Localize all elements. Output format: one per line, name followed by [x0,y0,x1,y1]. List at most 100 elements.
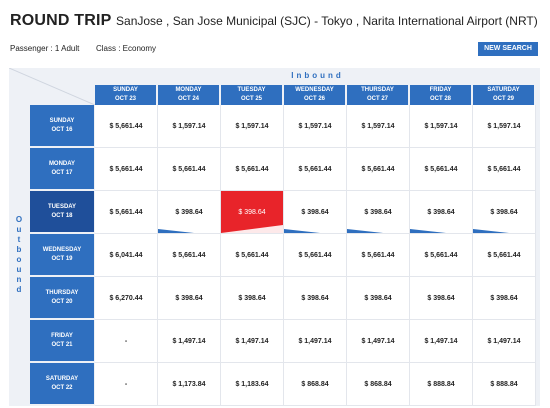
fare-price: $ 888.84 [427,380,455,388]
row-day: TUESDAY [47,203,77,210]
new-search-button[interactable]: NEW SEARCH [478,42,538,56]
outbound-date-header[interactable]: WEDNESDAY OCT 19 [30,234,94,276]
header-day: FRIDAY [429,87,452,93]
fare-cell[interactable]: $ 1,597.14 [347,105,410,148]
outbound-date-header[interactable]: FRIDAY OCT 21 [30,320,94,362]
fare-price: $ 1,183.64 [235,380,269,388]
fare-cell[interactable]: - [95,363,158,406]
fare-cell[interactable]: $ 398.64 [410,277,473,320]
fare-cell[interactable]: $ 5,661.44 [284,234,347,277]
fare-price: $ 5,661.44 [487,165,521,173]
page-title: ROUND TRIP SanJose , San Jose Municipal … [10,12,538,30]
fare-cell[interactable]: $ 5,661.44 [284,148,347,191]
fare-cell[interactable]: $ 5,661.44 [221,148,284,191]
inbound-date-header[interactable]: MONDAY OCT 24 [158,85,220,105]
fare-cell[interactable]: $ 398.64 [221,277,284,320]
fare-cell[interactable]: $ 5,661.44 [410,148,473,191]
fare-cell[interactable]: $ 5,661.44 [221,234,284,277]
fare-cell[interactable]: $ 398.64 [473,191,536,234]
fare-cell[interactable]: $ 888.84 [410,363,473,406]
fare-cell[interactable]: $ 398.64 [158,277,221,320]
fare-cell[interactable]: - [95,320,158,363]
fare-price: $ 5,661.44 [235,251,269,259]
fare-marker [410,229,446,233]
fare-cell[interactable]: $ 5,661.44 [473,234,536,277]
fare-cell[interactable]: $ 1,497.14 [410,320,473,363]
inbound-label: Inbound [291,71,344,80]
fare-price: $ 868.84 [364,380,392,388]
fare-price: $ 5,661.44 [424,251,458,259]
fare-price: $ 398.64 [301,294,329,302]
header-date: OCT 29 [492,96,514,102]
inbound-date-header[interactable]: TUESDAY OCT 25 [221,85,283,105]
fare-cell[interactable]: $ 5,661.44 [95,191,158,234]
header-date: OCT 24 [177,96,199,102]
fare-price: $ 5,661.44 [235,165,269,173]
fare-cell[interactable]: $ 1,497.14 [158,320,221,363]
outbound-date-header[interactable]: THURSDAY OCT 20 [30,277,94,319]
fare-cell[interactable]: $ 868.84 [347,363,410,406]
fare-price: $ 1,497.14 [487,337,521,345]
row-date: OCT 16 [51,126,73,133]
fare-cell[interactable]: $ 398.64 [347,191,410,234]
fare-cell[interactable]: $ 5,661.44 [95,148,158,191]
row-date: OCT 18 [51,212,73,219]
outbound-letter: o [16,255,22,264]
fare-cell[interactable]: $ 398.64 [473,277,536,320]
inbound-date-header[interactable]: SUNDAY OCT 23 [95,85,157,105]
fare-cell[interactable]: $ 888.84 [473,363,536,406]
outbound-date-header[interactable]: MONDAY OCT 17 [30,148,94,190]
fare-cell[interactable]: $ 398.64 [347,277,410,320]
outbound-date-header[interactable]: SATURDAY OCT 22 [30,363,94,405]
selected-fold-marker [221,225,283,233]
fare-cell[interactable]: $ 1,497.14 [473,320,536,363]
fare-cell[interactable]: $ 1,597.14 [158,105,221,148]
header-day: WEDNESDAY [295,87,334,93]
fare-price: $ 5,661.44 [361,165,395,173]
header-date: OCT 23 [114,96,136,102]
fare-cell[interactable]: $ 1,183.64 [221,363,284,406]
fare-marker [284,229,320,233]
fare-price: $ 5,661.44 [424,165,458,173]
row-day: FRIDAY [51,332,73,339]
inbound-date-header[interactable]: WEDNESDAY OCT 26 [284,85,346,105]
fare-cell[interactable]: $ 5,661.44 [95,105,158,148]
inbound-date-header[interactable]: FRIDAY OCT 28 [410,85,472,105]
fare-cell[interactable]: $ 1,497.14 [347,320,410,363]
inbound-date-header[interactable]: SATURDAY OCT 29 [473,85,535,105]
fare-cell[interactable]: $ 1,597.14 [221,105,284,148]
fare-cell[interactable]: $ 398.64 [284,191,347,234]
row-date: OCT 20 [51,298,73,305]
fare-price: $ 5,661.44 [361,251,395,259]
fare-cell[interactable]: $ 6,041.44 [95,234,158,277]
fare-cell[interactable]: $ 5,661.44 [158,234,221,277]
fare-cell[interactable]: $ 398.64 [284,277,347,320]
fare-cell[interactable]: $ 5,661.44 [347,234,410,277]
fare-cell[interactable]: $ 1,173.84 [158,363,221,406]
row-date: OCT 17 [51,169,73,176]
header-day: TUESDAY [237,87,266,93]
fare-cell[interactable]: $ 1,497.14 [284,320,347,363]
fare-cell[interactable]: $ 1,597.14 [284,105,347,148]
fare-cell[interactable]: $ 6,270.44 [95,277,158,320]
row-date: OCT 21 [51,341,73,348]
fare-price: $ 6,270.44 [109,294,143,302]
fare-price: - [124,337,128,345]
fare-cell[interactable]: $ 398.64 [158,191,221,234]
outbound-date-header[interactable]: TUESDAY OCT 18 [30,191,94,233]
fare-cell[interactable]: $ 398.64 [410,191,473,234]
outbound-date-header[interactable]: SUNDAY OCT 16 [30,105,94,147]
fare-cell[interactable]: $ 1,597.14 [473,105,536,148]
fare-cell-selected[interactable]: $ 398.64 [221,191,284,234]
fare-cell[interactable]: $ 5,661.44 [347,148,410,191]
fare-cell[interactable]: $ 5,661.44 [410,234,473,277]
fare-cell[interactable]: $ 1,597.14 [410,105,473,148]
fare-price: $ 5,661.44 [487,251,521,259]
fare-marker [158,229,194,233]
inbound-date-header[interactable]: THURSDAY OCT 27 [347,85,409,105]
fare-cell[interactable]: $ 868.84 [284,363,347,406]
fare-price: $ 1,597.14 [235,122,269,130]
fare-cell[interactable]: $ 5,661.44 [158,148,221,191]
fare-cell[interactable]: $ 1,497.14 [221,320,284,363]
fare-cell[interactable]: $ 5,661.44 [473,148,536,191]
